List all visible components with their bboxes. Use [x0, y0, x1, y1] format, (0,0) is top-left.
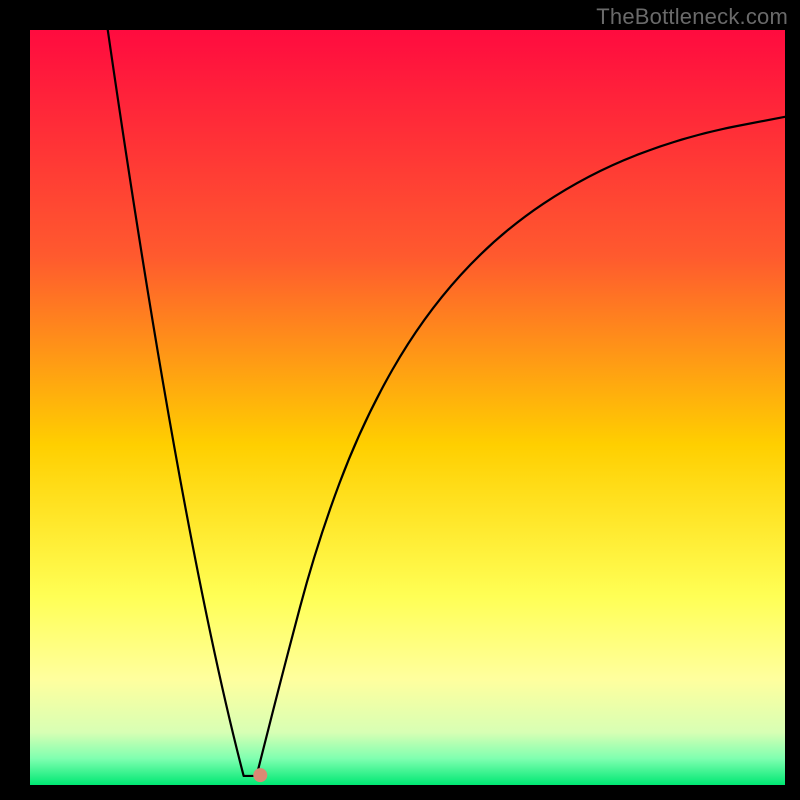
bottleneck-chart: [0, 0, 800, 800]
watermark-text: TheBottleneck.com: [596, 4, 788, 30]
optimal-point-marker: [253, 768, 267, 782]
